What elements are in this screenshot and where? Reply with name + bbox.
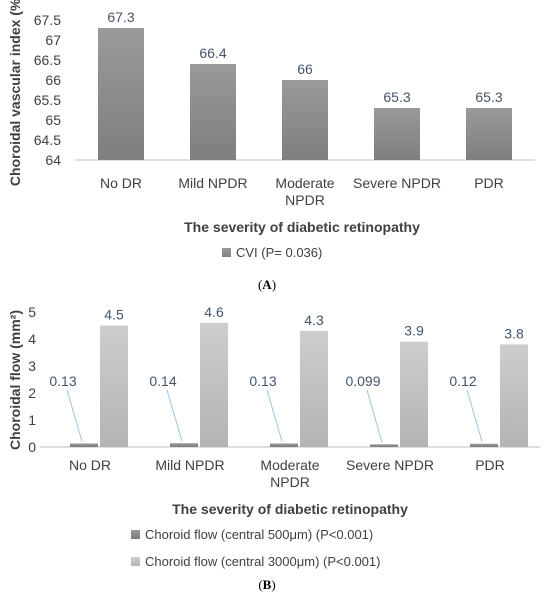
y-tick-label-b: 3 [28, 358, 36, 374]
data-label-central-3000-mild-npdr: 4.6 [204, 304, 224, 320]
leader-line-central-500-mild-npdr [166, 389, 183, 442]
data-labels-b: 0.13 4.5 0.14 4.6 0.13 4.3 0.099 3.9 0.12 3.8 [49, 304, 524, 389]
panel-label-b-letter: B [263, 577, 272, 592]
bar-central-500-pdr [470, 443, 498, 447]
y-ticks-a: 64 64.5 65 65.5 66 66.5 67 67.5 [34, 12, 61, 168]
data-labels-a: 67.3 66.4 66 65.3 65.3 [107, 9, 502, 105]
y-axis-title-a: Choroidal vascular index (%) [7, 0, 23, 186]
data-label-central-3000-moderate-npdr: 4.3 [304, 312, 324, 328]
leader-line-central-500-no-dr [66, 389, 83, 442]
y-tick-label-b: 5 [28, 304, 36, 320]
data-label-central-500-moderate-npdr: 0.13 [249, 373, 276, 389]
legend-swatch-central-500 [131, 530, 140, 539]
data-label-cvi-pdr: 65.3 [475, 89, 502, 105]
bar-central-500-severe-npdr [370, 444, 398, 447]
y-tick-label-a: 66 [45, 72, 61, 88]
data-label-central-500-severe-npdr: 0.099 [345, 373, 380, 389]
category-label-a-mild-npdr: Mild NPDR [178, 175, 247, 191]
legend-a: CVI (P= 0.036) [222, 245, 322, 260]
legend-b: Choroid flow (central 500μm) (P<0.001) C… [131, 527, 380, 569]
bar-central-3000-severe-npdr [400, 341, 428, 447]
bars-b [70, 322, 528, 447]
y-tick-label-a: 67 [45, 32, 61, 48]
bars-a [98, 28, 512, 160]
data-label-central-3000-pdr: 3.8 [504, 325, 524, 341]
category-label-a-severe-npdr: Severe NPDR [353, 175, 441, 191]
bar-central-3000-mild-npdr [200, 322, 228, 447]
legend-label-central-3000: Choroid flow (central 3000μm) (P<0.001) [145, 554, 380, 569]
category-labels-a: No DR Mild NPDR Moderate NPDR Severe NPDR PDR [100, 175, 504, 208]
y-tick-label-a: 66.5 [34, 52, 61, 68]
x-axis-title-b: The severity of diabetic retinopathy [172, 501, 408, 517]
y-tick-label-a: 64 [45, 152, 61, 168]
bar-cvi-moderate-npdr [282, 80, 328, 160]
leader-line-central-500-severe-npdr [366, 389, 383, 443]
category-labels-b: No DR Mild NPDR Moderate NPDR Severe NPDR PDR [69, 457, 505, 490]
y-tick-label-a: 65.5 [34, 92, 61, 108]
data-label-central-3000-no-dr: 4.5 [104, 307, 124, 323]
category-label-b-moderate-npdr: Moderate NPDR [260, 457, 319, 490]
category-label-b-pdr: PDR [475, 457, 505, 473]
category-label-a-pdr: PDR [474, 175, 504, 191]
panel-label-a: (A) [258, 277, 276, 292]
y-tick-label-b: 1 [28, 412, 36, 428]
bar-cvi-mild-npdr [190, 64, 236, 160]
data-label-cvi-moderate-npdr: 66 [297, 61, 313, 77]
data-label-central-500-pdr: 0.12 [449, 373, 476, 389]
data-label-central-500-mild-npdr: 0.14 [149, 373, 176, 389]
data-label-cvi-no-dr: 67.3 [107, 9, 134, 25]
bar-central-500-moderate-npdr [270, 443, 298, 447]
bar-central-500-no-dr [70, 443, 98, 447]
y-tick-label-a: 65 [45, 112, 61, 128]
data-label-central-500-no-dr: 0.13 [49, 373, 76, 389]
legend-swatch-cvi [222, 248, 231, 257]
category-label-b-no-dr: No DR [69, 457, 111, 473]
data-label-cvi-mild-npdr: 66.4 [199, 45, 226, 61]
y-tick-label-b: 4 [28, 331, 36, 347]
legend-swatch-central-3000 [131, 557, 140, 566]
y-tick-label-a: 67.5 [34, 12, 61, 28]
y-tick-label-b: 2 [28, 385, 36, 401]
x-axis-title-a: The severity of diabetic retinopathy [184, 219, 420, 235]
category-label-b-severe-npdr: Severe NPDR [346, 457, 434, 473]
bar-central-3000-no-dr [100, 325, 128, 447]
category-label-b-mild-npdr: Mild NPDR [155, 457, 224, 473]
legend-label-central-500: Choroid flow (central 500μm) (P<0.001) [145, 527, 373, 542]
panel-label-a-letter: A [262, 277, 272, 292]
leader-lines-b [66, 389, 483, 443]
bar-central-3000-pdr [500, 344, 528, 447]
legend-label-cvi: CVI (P= 0.036) [236, 245, 322, 260]
y-tick-label-a: 64.5 [34, 132, 61, 148]
y-ticks-b: 0 1 2 3 4 5 [28, 304, 36, 455]
leader-line-central-500-moderate-npdr [266, 389, 283, 442]
category-label-a-moderate-npdr: Moderate NPDR [275, 175, 334, 208]
panel-label-b: (B) [258, 577, 275, 592]
y-axis-title-b: Choroidal flow (mm²) [7, 310, 23, 450]
chart-b: Choroidal flow (mm²) 0 1 2 3 4 5 0.13 4.5 0.14 4… [7, 304, 540, 569]
bar-cvi-no-dr [98, 28, 144, 160]
bar-central-3000-moderate-npdr [300, 330, 328, 447]
category-label-a-no-dr: No DR [100, 175, 142, 191]
bar-cvi-pdr [466, 108, 512, 160]
leader-line-central-500-pdr [466, 389, 483, 442]
data-label-cvi-severe-npdr: 65.3 [383, 89, 410, 105]
data-label-central-3000-severe-npdr: 3.9 [404, 323, 424, 339]
chart-a: Choroidal vascular index (%) 64 64.5 65 65.… [7, 0, 535, 260]
y-tick-label-b: 0 [28, 439, 36, 455]
bar-central-500-mild-npdr [170, 443, 198, 447]
bar-cvi-severe-npdr [374, 108, 420, 160]
